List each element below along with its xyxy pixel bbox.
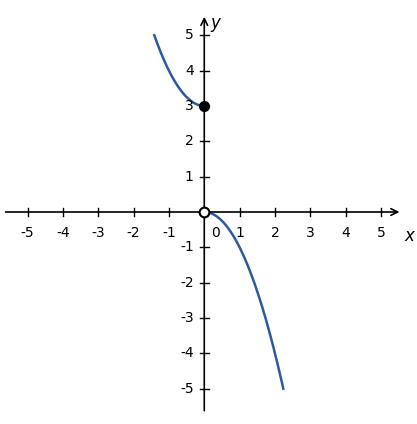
Text: -1: -1 — [162, 226, 176, 240]
Text: 2: 2 — [185, 134, 193, 148]
Text: -3: -3 — [180, 311, 193, 325]
Text: -2: -2 — [180, 276, 193, 290]
Text: -5: -5 — [180, 382, 193, 396]
Text: -5: -5 — [21, 226, 34, 240]
Text: -4: -4 — [180, 346, 193, 360]
Text: -2: -2 — [127, 226, 141, 240]
Text: 0: 0 — [211, 226, 219, 240]
Text: -3: -3 — [91, 226, 105, 240]
Text: x: x — [404, 227, 414, 245]
Text: 4: 4 — [341, 226, 350, 240]
Text: 1: 1 — [235, 226, 244, 240]
Text: y: y — [211, 14, 221, 32]
Text: 3: 3 — [185, 99, 193, 113]
Text: -1: -1 — [180, 240, 193, 254]
Text: 3: 3 — [306, 226, 315, 240]
Text: -4: -4 — [56, 226, 70, 240]
Text: 2: 2 — [271, 226, 279, 240]
Text: 1: 1 — [185, 170, 193, 184]
Text: 4: 4 — [185, 64, 193, 78]
Text: 5: 5 — [377, 226, 385, 240]
Text: 5: 5 — [185, 28, 193, 42]
